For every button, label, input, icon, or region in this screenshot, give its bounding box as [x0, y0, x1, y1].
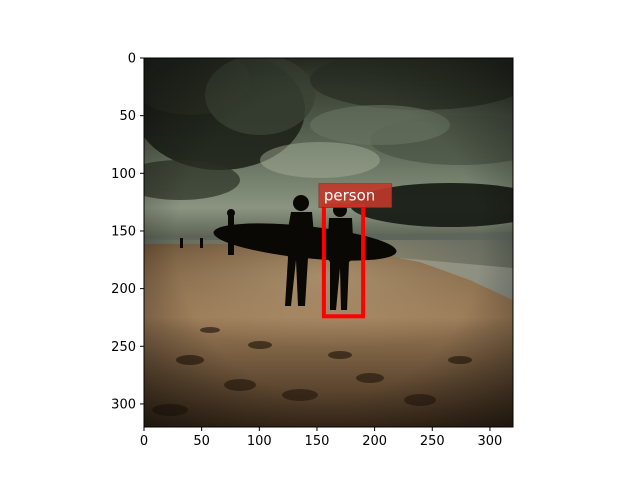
y-tick-label: 50: [119, 109, 136, 124]
axes-frame: [143, 57, 514, 428]
x-axis-ticks: 0 50 100 150 200 250 300: [140, 427, 502, 449]
x-tick-label: 200: [362, 434, 387, 449]
detections-layer: person: [318, 183, 393, 319]
box-label-text: person: [324, 187, 375, 205]
box-label-bg: [318, 183, 393, 208]
y-tick-label: 150: [111, 224, 136, 239]
x-tick-label: 300: [478, 434, 503, 449]
y-axis-ticks: 0 50 100 150 200 250 300: [111, 52, 144, 412]
y-tick-label: 200: [111, 282, 136, 297]
y-tick-label: 300: [111, 397, 136, 412]
beach-photo: [144, 58, 513, 427]
x-tick-label: 100: [247, 434, 272, 449]
x-tick-label: 150: [305, 434, 330, 449]
vignette: [144, 58, 513, 427]
y-tick-label: 250: [111, 340, 136, 355]
x-tick-label: 0: [140, 434, 148, 449]
y-tick-label: 100: [111, 167, 136, 182]
x-tick-label: 50: [193, 434, 210, 449]
x-tick-label: 250: [420, 434, 445, 449]
y-tick-label: 0: [128, 52, 136, 67]
